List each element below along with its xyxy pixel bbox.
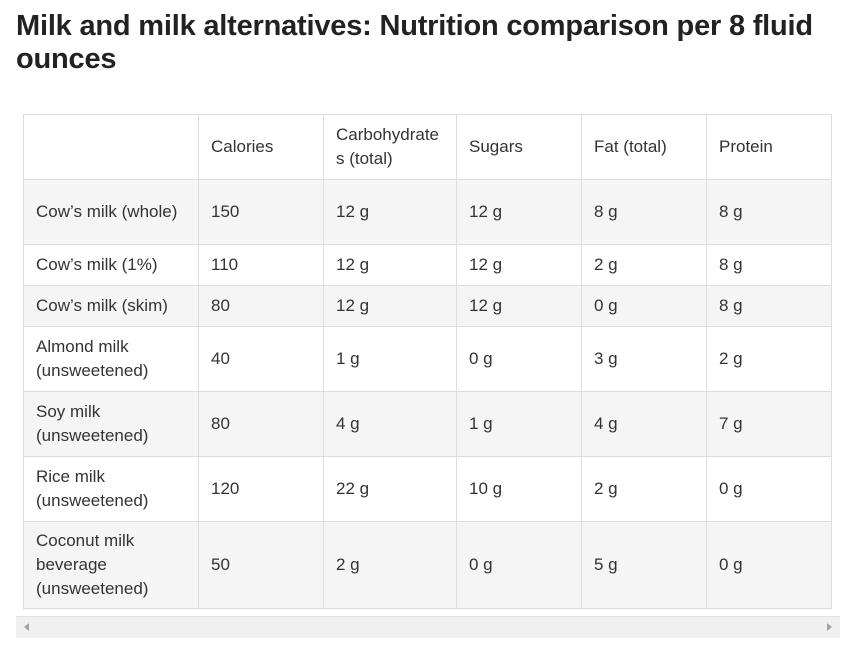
cell-sugars: 0 g: [456, 326, 582, 392]
cell-protein: 8 g: [706, 244, 832, 286]
cell-protein: 8 g: [706, 285, 832, 327]
cell-carbohydrates: 12 g: [323, 285, 457, 327]
cell-milk-name: Almond milk (unsweetened): [23, 326, 199, 392]
table-row: Soy milk (unsweetened) 80 4 g 1 g 4 g 7 …: [23, 391, 832, 457]
cell-fat: 2 g: [581, 244, 707, 286]
table-row: Coconut milk beverage (unsweetened) 50 2…: [23, 521, 832, 609]
cell-fat: 4 g: [581, 391, 707, 457]
cell-milk-name: Cow’s milk (skim): [23, 285, 199, 327]
header-protein: Protein: [706, 114, 832, 180]
cell-calories: 50: [198, 521, 324, 609]
cell-milk-name: Soy milk (unsweetened): [23, 391, 199, 457]
cell-carbohydrates: 2 g: [323, 521, 457, 609]
cell-sugars: 12 g: [456, 244, 582, 286]
scrollbar-thumb[interactable]: [38, 621, 818, 633]
cell-milk-name: Cow’s milk (1%): [23, 244, 199, 286]
table-row: Rice milk (unsweetened) 120 22 g 10 g 2 …: [23, 456, 832, 522]
cell-milk-name: Cow’s milk (whole): [23, 179, 199, 245]
cell-milk-name: Rice milk (unsweetened): [23, 456, 199, 522]
table-scroll-container[interactable]: Calories Carbohydrates (total) Sugars Fa…: [16, 106, 840, 637]
cell-protein: 2 g: [706, 326, 832, 392]
cell-protein: 7 g: [706, 391, 832, 457]
cell-calories: 110: [198, 244, 324, 286]
cell-fat: 0 g: [581, 285, 707, 327]
table-row: Almond milk (unsweetened) 40 1 g 0 g 3 g…: [23, 326, 832, 392]
cell-carbohydrates: 12 g: [323, 179, 457, 245]
cell-carbohydrates: 12 g: [323, 244, 457, 286]
horizontal-scrollbar[interactable]: [16, 616, 840, 638]
table-header-row: Calories Carbohydrates (total) Sugars Fa…: [23, 114, 832, 180]
cell-milk-name: Coconut milk beverage (unsweetened): [23, 521, 199, 609]
cell-fat: 8 g: [581, 179, 707, 245]
nutrition-comparison-table: Calories Carbohydrates (total) Sugars Fa…: [23, 114, 832, 609]
cell-protein: 0 g: [706, 456, 832, 522]
cell-sugars: 0 g: [456, 521, 582, 609]
table-row: Cow’s milk (1%) 110 12 g 12 g 2 g 8 g: [23, 244, 832, 286]
cell-fat: 3 g: [581, 326, 707, 392]
cell-sugars: 12 g: [456, 285, 582, 327]
header-calories: Calories: [198, 114, 324, 180]
table-row: Cow’s milk (whole) 150 12 g 12 g 8 g 8 g: [23, 179, 832, 245]
cell-calories: 80: [198, 391, 324, 457]
cell-calories: 40: [198, 326, 324, 392]
cell-carbohydrates: 22 g: [323, 456, 457, 522]
scroll-right-arrow-icon[interactable]: [827, 623, 832, 631]
cell-sugars: 10 g: [456, 456, 582, 522]
cell-fat: 5 g: [581, 521, 707, 609]
cell-carbohydrates: 4 g: [323, 391, 457, 457]
cell-calories: 120: [198, 456, 324, 522]
header-item: [23, 114, 199, 180]
scroll-left-arrow-icon[interactable]: [24, 623, 29, 631]
header-fat: Fat (total): [581, 114, 707, 180]
header-sugars: Sugars: [456, 114, 582, 180]
cell-calories: 80: [198, 285, 324, 327]
cell-protein: 8 g: [706, 179, 832, 245]
cell-sugars: 1 g: [456, 391, 582, 457]
header-carbohydrates: Carbohydrates (total): [323, 114, 457, 180]
cell-sugars: 12 g: [456, 179, 582, 245]
cell-fat: 2 g: [581, 456, 707, 522]
page-title: Milk and milk alternatives: Nutrition co…: [16, 10, 813, 75]
cell-carbohydrates: 1 g: [323, 326, 457, 392]
cell-calories: 150: [198, 179, 324, 245]
cell-protein: 0 g: [706, 521, 832, 609]
table-row: Cow’s milk (skim) 80 12 g 12 g 0 g 8 g: [23, 285, 832, 327]
